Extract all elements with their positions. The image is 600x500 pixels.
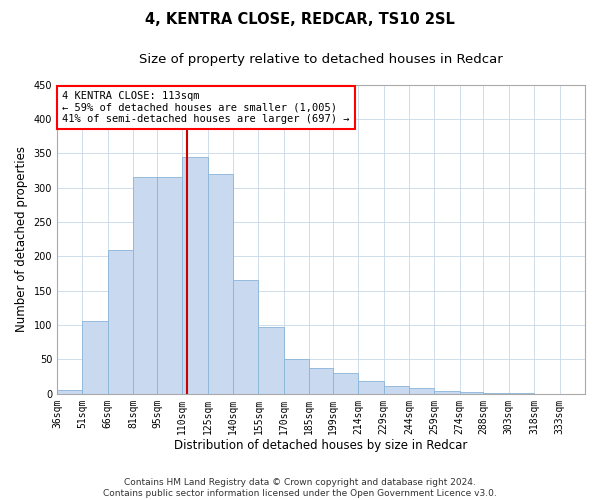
Bar xyxy=(434,391,460,394)
Bar xyxy=(157,178,182,394)
Bar xyxy=(182,157,208,394)
Bar xyxy=(57,390,82,394)
Text: 4, KENTRA CLOSE, REDCAR, TS10 2SL: 4, KENTRA CLOSE, REDCAR, TS10 2SL xyxy=(145,12,455,28)
Title: Size of property relative to detached houses in Redcar: Size of property relative to detached ho… xyxy=(139,52,503,66)
Bar xyxy=(509,393,534,394)
Bar xyxy=(284,359,309,394)
Bar xyxy=(82,321,108,394)
X-axis label: Distribution of detached houses by size in Redcar: Distribution of detached houses by size … xyxy=(175,440,468,452)
Y-axis label: Number of detached properties: Number of detached properties xyxy=(15,146,28,332)
Bar xyxy=(233,280,259,394)
Bar xyxy=(108,250,133,394)
Bar xyxy=(309,368,333,394)
Bar xyxy=(208,174,233,394)
Bar xyxy=(358,381,383,394)
Text: 4 KENTRA CLOSE: 113sqm
← 59% of detached houses are smaller (1,005)
41% of semi-: 4 KENTRA CLOSE: 113sqm ← 59% of detached… xyxy=(62,91,350,124)
Bar xyxy=(484,393,509,394)
Bar xyxy=(259,327,284,394)
Text: Contains HM Land Registry data © Crown copyright and database right 2024.
Contai: Contains HM Land Registry data © Crown c… xyxy=(103,478,497,498)
Bar xyxy=(133,178,157,394)
Bar xyxy=(383,386,409,394)
Bar xyxy=(333,373,358,394)
Bar xyxy=(460,392,484,394)
Bar xyxy=(409,388,434,394)
